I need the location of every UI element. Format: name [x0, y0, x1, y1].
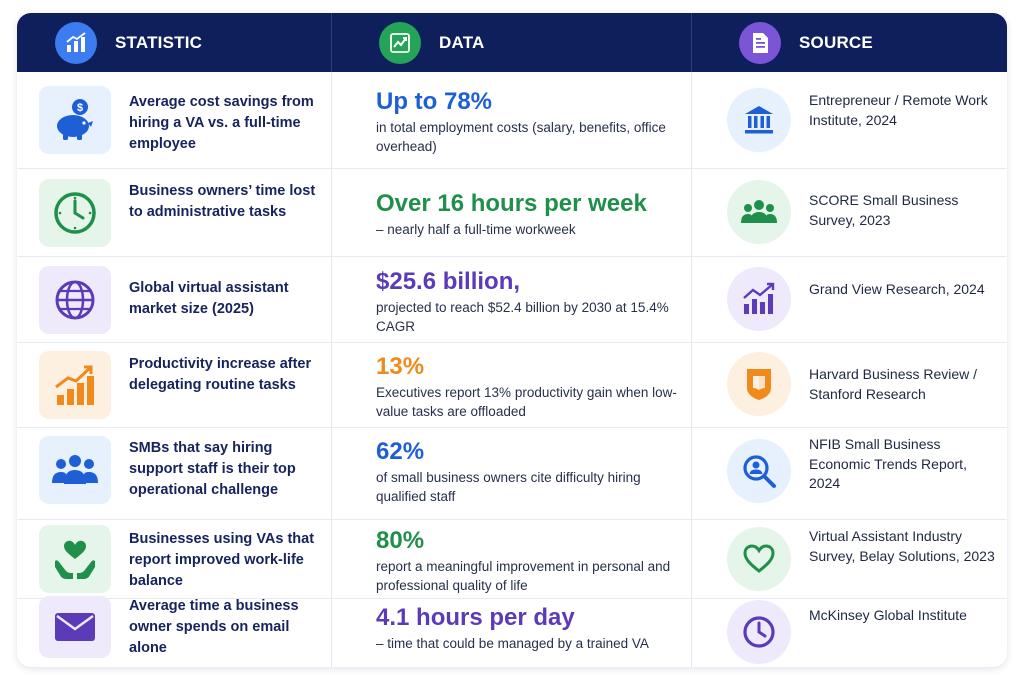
data-headline: Over 16 hours per week [376, 190, 647, 217]
data-cell: 4.1 hours per day – time that could be m… [376, 604, 686, 653]
source-header-label: SOURCE [799, 32, 873, 52]
document-icon [739, 21, 781, 64]
data-headline: 80% [376, 527, 425, 554]
clock-outline-icon [727, 600, 791, 664]
growth-chart-icon [727, 267, 791, 331]
data-headline: 4.1 hours per day [376, 604, 575, 631]
data-detail: Executives report 13% productivity gain … [376, 385, 677, 419]
data-detail: projected to reach $52.4 billion by 2030… [376, 300, 669, 334]
data-cell: 80% report a meaningful improvement in p… [376, 527, 686, 595]
header-divider [331, 13, 332, 72]
column-divider [691, 72, 692, 667]
statistic-text: Average cost savings from hiring a VA vs… [129, 94, 314, 152]
piggy-bank-icon: $ [39, 86, 111, 154]
envelope-icon [39, 596, 111, 658]
data-cell: 13% Executives report 13% productivity g… [376, 353, 686, 421]
institution-icon [727, 88, 791, 152]
source-text: Grand View Research, 2024 [809, 281, 985, 297]
data-detail: – nearly half a full-time workweek [376, 222, 576, 237]
rising-bars-icon [39, 351, 111, 419]
source-text: Harvard Business Review / Stanford Resea… [809, 366, 978, 402]
statistic-text: Businesses using VAs that report improve… [129, 531, 315, 589]
clock-icon [39, 179, 111, 247]
data-cell: Up to 78% in total employment costs (sal… [376, 88, 686, 156]
data-header-label: DATA [439, 32, 485, 52]
table-row: $ Average cost savings from hiring a VA … [17, 72, 1007, 169]
table-row: Business owners’ time lost to administra… [17, 168, 1007, 257]
statistic-header-label: STATISTIC [115, 32, 203, 52]
heart-outline-icon [727, 527, 791, 591]
data-cell: Over 16 hours per week – nearly half a f… [376, 190, 686, 239]
source-text: NFIB Small Business Economic Trends Repo… [809, 436, 967, 491]
statistic-text: Global virtual assistant market size (20… [129, 280, 289, 317]
table-header: STATISTIC DATA SO [17, 13, 1007, 72]
data-detail: – time that could be managed by a traine… [376, 636, 649, 651]
source-text: Virtual Assistant Industry Survey, Belay… [809, 528, 995, 564]
data-headline: 62% [376, 438, 425, 465]
people-group-icon [727, 180, 791, 244]
source-text: Entrepreneur / Remote Work Institute, 20… [809, 92, 988, 128]
table-row: Average time a business owner spends on … [17, 596, 1007, 667]
statistics-table-card: STATISTIC DATA SO [17, 13, 1007, 667]
shield-book-icon [727, 352, 791, 416]
table-row: Productivity increase after delegating r… [17, 342, 1007, 428]
statistic-text: SMBs that say hiring support staff is th… [129, 440, 296, 498]
data-detail: in total employment costs (salary, benef… [376, 120, 666, 154]
source-text: SCORE Small Business Survey, 2023 [809, 192, 959, 228]
data-headline: $25.6 billion, [376, 268, 521, 295]
svg-text:$: $ [77, 102, 83, 114]
statistic-column-header: STATISTIC [17, 13, 331, 72]
statistic-text: Average time a business owner spends on … [129, 598, 299, 656]
source-text: McKinsey Global Institute [809, 607, 967, 623]
globe-icon [39, 266, 111, 334]
data-cell: $25.6 billion, projected to reach $52.4 … [376, 268, 686, 336]
column-divider [331, 72, 332, 667]
source-column-header: SOURCE [691, 13, 1007, 72]
bar-chart-icon [55, 21, 97, 64]
statistic-text: Productivity increase after delegating r… [129, 356, 312, 393]
team-icon [39, 436, 111, 504]
data-headline: 13% [376, 353, 425, 380]
trend-chart-icon [379, 21, 421, 64]
statistic-text: Business owners’ time lost to administra… [129, 183, 316, 220]
data-column-header: DATA [331, 13, 691, 72]
data-detail: of small business owners cite difficulty… [376, 470, 641, 504]
table-row: SMBs that say hiring support staff is th… [17, 427, 1007, 520]
data-detail: report a meaningful improvement in perso… [376, 559, 671, 593]
header-divider [691, 13, 692, 72]
table-row: Businesses using VAs that report improve… [17, 519, 1007, 599]
data-cell: 62% of small business owners cite diffic… [376, 438, 686, 506]
data-headline: Up to 78% [376, 88, 493, 115]
person-search-icon [727, 439, 791, 503]
table-row: Global virtual assistant market size (20… [17, 256, 1007, 343]
heart-hands-icon [39, 525, 111, 593]
